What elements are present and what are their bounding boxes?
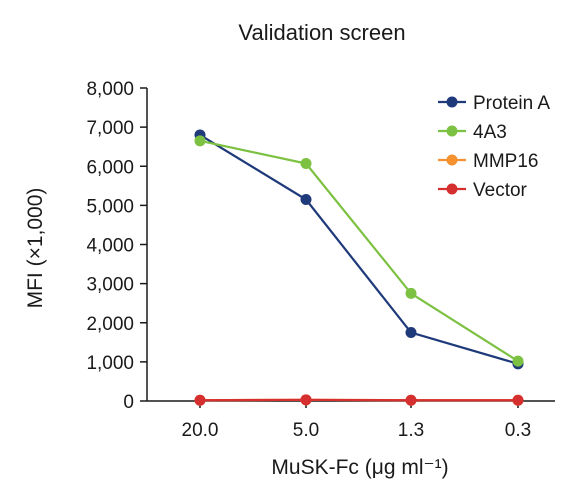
legend-marker-protein-a	[446, 96, 458, 108]
legend-entry-4a3: 4A3	[438, 122, 507, 143]
legend-label-protein-a: Protein A	[473, 93, 550, 114]
legend-entry-protein-a: Protein A	[438, 93, 550, 114]
legend-label-mmp16: MMP16	[473, 151, 538, 172]
series-4a3	[194, 135, 524, 367]
y-tick-label: 2,000	[86, 314, 134, 335]
y-tick-label: 8,000	[86, 79, 134, 100]
data-point-4a3	[405, 287, 417, 299]
y-axis: 0 1,000 2,000 3,000 4,000 5,000 6,000 7,000 8,00…	[86, 79, 148, 413]
data-point-vector	[300, 394, 312, 406]
data-point-vector	[512, 394, 524, 406]
y-tick-label: 1,000	[86, 353, 134, 374]
legend: Protein A 4A3 MMP16 Vector	[438, 93, 550, 201]
data-point-protein-a	[405, 327, 417, 339]
data-point-vector	[194, 394, 206, 406]
y-tick-label: 5,000	[86, 196, 134, 217]
y-tick-label: 7,000	[86, 118, 134, 139]
legend-entry-vector: Vector	[438, 180, 528, 201]
chart-title: Validation screen	[238, 20, 405, 45]
x-axis: 20.0 5.0 1.3 0.3	[147, 400, 555, 441]
legend-label-vector: Vector	[473, 180, 528, 201]
legend-marker-4a3	[446, 125, 458, 137]
data-point-vector	[405, 394, 417, 406]
legend-label-4a3: 4A3	[473, 122, 507, 143]
series-layer	[194, 129, 524, 406]
y-tick-label: 4,000	[86, 236, 134, 257]
x-tick-label: 0.3	[505, 420, 531, 441]
y-axis-label: MFI (×1,000)	[24, 188, 47, 309]
data-point-4a3	[194, 135, 206, 147]
x-tick-label: 20.0	[182, 420, 219, 441]
x-tick-label: 1.3	[398, 420, 424, 441]
series-line-protein-a	[199, 134, 519, 365]
data-point-protein-a	[300, 194, 312, 206]
data-point-4a3	[300, 158, 312, 170]
data-point-4a3	[512, 355, 524, 367]
y-tick-label: 0	[123, 392, 134, 413]
series-vector	[194, 394, 524, 406]
y-tick-label: 6,000	[86, 157, 134, 178]
legend-marker-vector	[446, 183, 458, 195]
series-line-4a3	[199, 139, 519, 363]
legend-marker-mmp16	[446, 154, 458, 166]
x-tick-label: 5.0	[293, 420, 319, 441]
legend-entry-mmp16: MMP16	[438, 151, 538, 172]
y-tick-label: 3,000	[86, 275, 134, 296]
x-axis-label: MuSK-Fc (μg ml⁻¹)	[271, 456, 448, 479]
